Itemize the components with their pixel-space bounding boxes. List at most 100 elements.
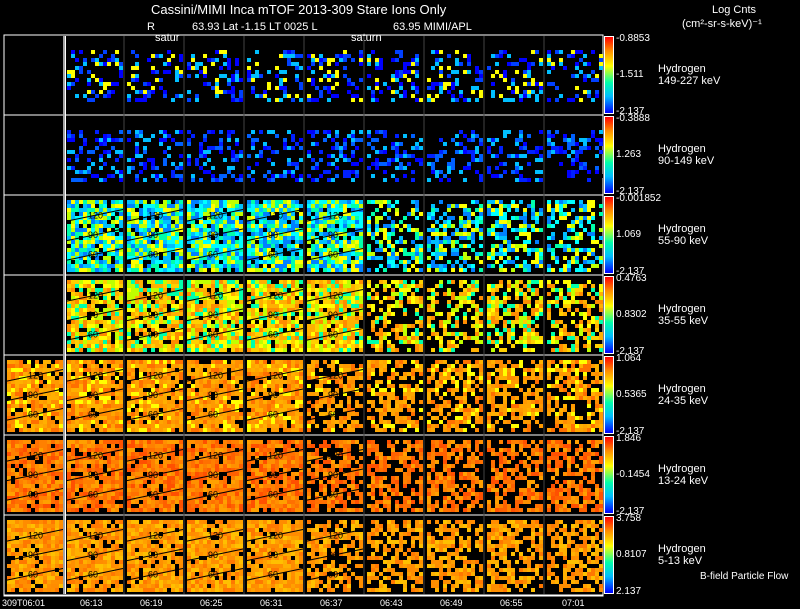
contour-line [124,548,184,562]
image-cell: 120 90 60 [124,440,184,512]
contour-line [304,388,364,402]
spectrogram-row [67,130,603,182]
contour-label: 90 [268,470,278,480]
image-cell [187,50,243,102]
contour-label: 60 [328,410,338,420]
contour-label: 90 [88,390,98,400]
mission-label: 63.95 MIMI/APL [393,21,472,33]
contour-line [304,529,364,542]
contour-label: 120 [88,451,103,461]
contour-label: 60 [328,250,338,260]
contour-label: 120 [148,531,163,541]
contour-line [304,568,364,581]
colorbar-max-label: -0.001852 [616,193,662,204]
contour-line [124,408,184,421]
contour-line [184,209,244,222]
contour-line [124,308,184,322]
image-cell: 120 90 60 [4,440,64,512]
contour-label: 60 [88,250,98,260]
contour-label: 90 [148,230,158,240]
contour-line [244,248,304,261]
contour-line [124,568,184,581]
image-cell [67,50,123,102]
contour-label: 60 [268,250,278,260]
contour-label: 90 [268,390,278,400]
contour-line [4,388,64,402]
colorbar-mid-label: 1.069 [616,229,642,240]
image-cell: 120 90 60 [124,360,184,432]
colorbar-mid-label: 0.5365 [616,389,647,400]
contour-line [124,449,184,462]
colorbar-min-label: 2.137 [616,586,642,597]
contour-line [184,228,244,242]
colorbar-max-label: -0.8853 [616,33,650,44]
time-tick-label: 06:49 [440,598,463,608]
contour-line [64,468,124,482]
contour-label: 90 [148,550,158,560]
position-r-label: R [147,21,155,33]
energy-range-label: 55-90 keV [658,235,709,247]
colorbar-mid-label: 0.8107 [616,549,647,560]
units-label: (cm²-sr-s-keV)⁻¹ [682,18,762,30]
contour-label: 120 [28,451,43,461]
colorbar-max-label: 3.758 [616,513,642,524]
contour-label: 90 [28,470,38,480]
contour-label: 120 [28,371,43,381]
contour-line [244,408,304,421]
contour-line [124,529,184,542]
contour-line [4,488,64,501]
image-cell [127,50,183,102]
image-cell [247,130,303,182]
image-cell [487,50,543,102]
image-cell: 120 90 60 [124,280,184,352]
contour-line [124,388,184,402]
contour-line [64,408,124,421]
contour-line [304,449,364,462]
contour-label: 90 [208,310,218,320]
contour-line [184,468,244,482]
image-cell [487,130,543,182]
image-cell [487,360,543,432]
image-cell: 120 90 60 [4,360,64,432]
contour-label: 120 [328,291,343,301]
colorbar [604,196,614,274]
image-cell [547,130,603,182]
image-cell: 120 90 60 [244,280,304,352]
image-cell [547,520,603,592]
contour-label: 90 [148,310,158,320]
contour-label: 60 [208,410,218,420]
contour-label: 90 [88,230,98,240]
colorbar-mid-label: 0.8302 [616,309,647,320]
contour-line [4,449,64,462]
spectrogram-row: 120 90 60 120 90 60 120 90 60 120 90 60 120 90 60 120 90… [4,440,603,512]
species-label: Hydrogen [658,143,706,155]
contour-label: 120 [328,211,343,221]
image-cell [547,280,603,352]
contour-line [244,369,304,382]
image-cell: 120 90 60 [64,360,124,432]
contour-line [184,308,244,322]
contour-label: 120 [208,531,223,541]
contour-label: 120 [268,451,283,461]
contour-label: 120 [148,371,163,381]
colorbar [604,116,614,194]
contour-label: 60 [88,570,98,580]
contour-line [184,248,244,261]
contour-label: 60 [208,570,218,580]
image-cell [547,440,603,512]
contour-line [304,488,364,501]
contour-label: 90 [148,470,158,480]
image-cell [307,130,363,182]
contour-label: 90 [208,390,218,400]
time-tick-label: 06:31 [260,598,283,608]
image-cell [487,200,543,272]
contour-line [64,388,124,402]
contour-line [304,328,364,341]
contour-line [64,568,124,581]
colorbar-mid-label: 1.263 [616,149,642,160]
contour-line [244,308,304,322]
spectrogram-row: 120 90 60 120 90 60 120 90 60 120 90 60 120 90 60 [64,280,603,352]
contour-label: 60 [88,490,98,500]
contour-label: 120 [208,211,223,221]
contour-label: 90 [328,470,338,480]
